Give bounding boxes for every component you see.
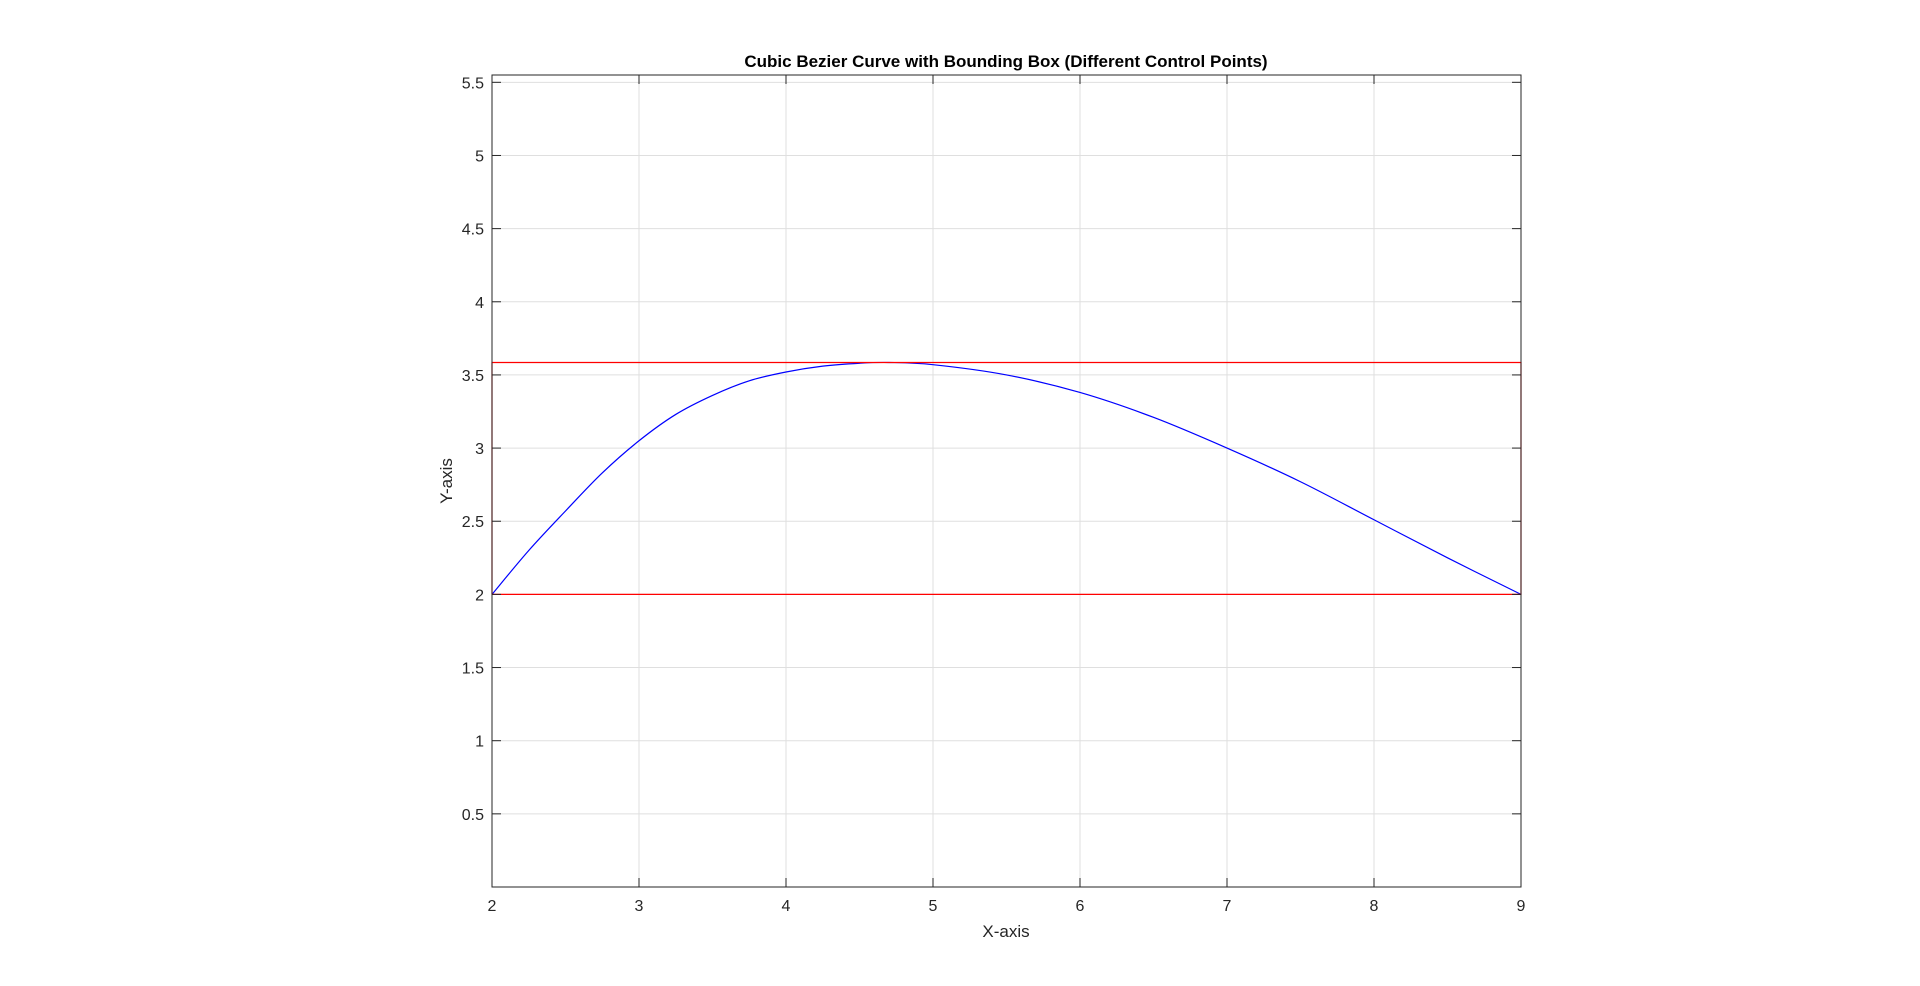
y-tick-label: 4.5 <box>462 222 484 239</box>
x-tick-label: 3 <box>635 898 644 915</box>
x-tick-label: 7 <box>1223 898 1232 915</box>
plot-area-frame <box>491 74 1522 888</box>
plot-area-background <box>492 75 1521 887</box>
y-axis-label: Y-axis <box>437 458 456 504</box>
y-tick-labels: 0.5 1 1.5 2 2.5 3 3.5 4 4.5 5 5.5 <box>462 75 484 824</box>
x-tick-label: 5 <box>929 898 938 915</box>
y-tick-label: 1 <box>475 734 484 751</box>
y-tick-label: 2.5 <box>462 514 484 531</box>
x-tick-labels: 2 3 4 5 6 7 8 9 <box>488 898 1526 915</box>
x-axis-label: X-axis <box>982 922 1029 941</box>
y-tick-label: 5.5 <box>462 75 484 92</box>
tick-marks <box>491 75 1522 887</box>
y-tick-label: 3.5 <box>462 368 484 385</box>
x-tick-label: 8 <box>1370 898 1379 915</box>
x-tick-label: 4 <box>782 898 791 915</box>
chart-title: Cubic Bezier Curve with Bounding Box (Di… <box>744 52 1267 71</box>
x-tick-label: 9 <box>1517 898 1526 915</box>
x-tick-label: 6 <box>1076 898 1085 915</box>
x-tick-label: 2 <box>488 898 497 915</box>
y-tick-label: 1.5 <box>462 661 484 678</box>
y-tick-label: 4 <box>475 295 484 312</box>
y-tick-label: 5 <box>475 148 484 165</box>
y-tick-label: 3 <box>475 441 484 458</box>
y-tick-label: 2 <box>475 587 484 604</box>
y-tick-label: 0.5 <box>462 807 484 824</box>
